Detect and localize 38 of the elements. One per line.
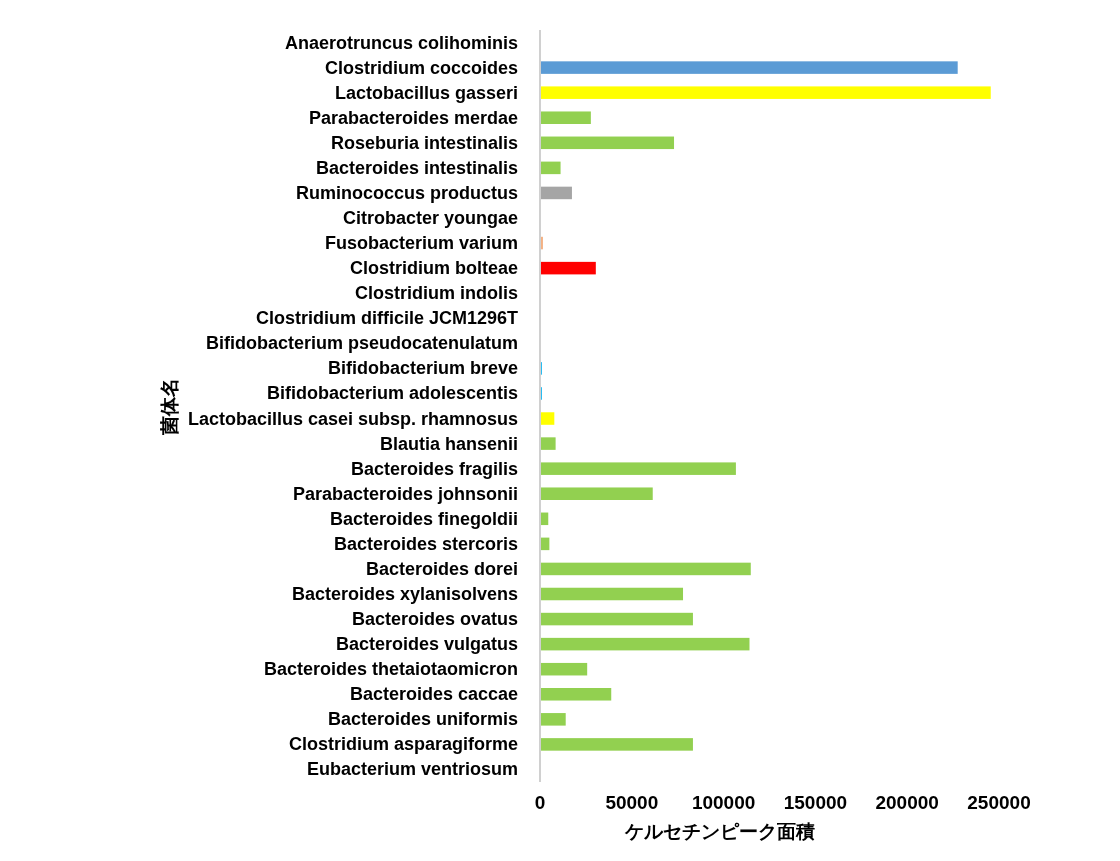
y-tick-label: Bifidobacterium pseudocatenulatum (205, 333, 518, 354)
x-tick-label: 50000 (605, 792, 659, 813)
y-tick-label: Bacteroides ovatus (351, 609, 518, 630)
y-tick-label: Clostridium asparagiforme (288, 734, 518, 755)
y-tick-label: Anaerotruncus colihominis (284, 32, 518, 53)
x-tick-label: 0 (534, 792, 546, 813)
y-tick-label: Bacteroides dorei (365, 558, 518, 579)
y-tick-label: Lactobacillus gasseri (334, 82, 518, 103)
y-tick-label: Bifidobacterium breve (327, 358, 518, 379)
y-tick-label: Bacteroides fragilis (350, 458, 518, 479)
y-tick-label: Bacteroides stercoris (333, 533, 518, 554)
x-tick-label: 100000 (691, 792, 756, 813)
y-tick-label: Parabacteroides johnsonii (292, 483, 518, 504)
y-tick-label: Clostridium indolis (354, 283, 518, 304)
y-tick-label: Fusobacterium varium (324, 233, 518, 254)
y-tick-label: Eubacterium ventriosum (306, 759, 518, 780)
y-tick-label: Bacteroides finegoldii (329, 508, 518, 529)
x-axis-title: ケルセチンピーク面積 (623, 821, 815, 842)
y-tick-label: Bacteroides caccae (349, 684, 518, 705)
x-tick-label: 200000 (875, 792, 939, 813)
y-tick-label: Bacteroides uniformis (327, 709, 518, 730)
y-axis-title: 菌体名 (158, 377, 180, 436)
y-tick-label: Clostridium difficile JCM1296T (255, 308, 518, 329)
y-tick-label: Clostridium coccoides (324, 57, 518, 78)
y-tick-label: Bacteroides thetaiotaomicron (263, 659, 518, 680)
y-tick-label: Bacteroides intestinalis (315, 157, 518, 178)
y-tick-label: Bifidobacterium adolescentis (266, 383, 518, 404)
y-tick-label: Bacteroides vulgatus (335, 634, 518, 655)
y-tick-label: Lactobacillus casei subsp. rhamnosus (187, 408, 518, 429)
y-tick-label: Citrobacter youngae (342, 208, 518, 228)
y-tick-label: Roseburia intestinalis (330, 132, 518, 153)
y-tick-label: Blautia hansenii (379, 433, 518, 454)
x-tick-label: 150000 (783, 792, 848, 813)
y-tick-label: Ruminococcus productus (295, 182, 518, 203)
y-tick-label: Parabacteroides merdae (308, 107, 518, 128)
x-tick-label: 250000 (967, 792, 1031, 813)
y-tick-label: Bacteroides xylanisolvens (291, 584, 518, 604)
y-tick-label: Clostridium bolteae (349, 258, 518, 279)
